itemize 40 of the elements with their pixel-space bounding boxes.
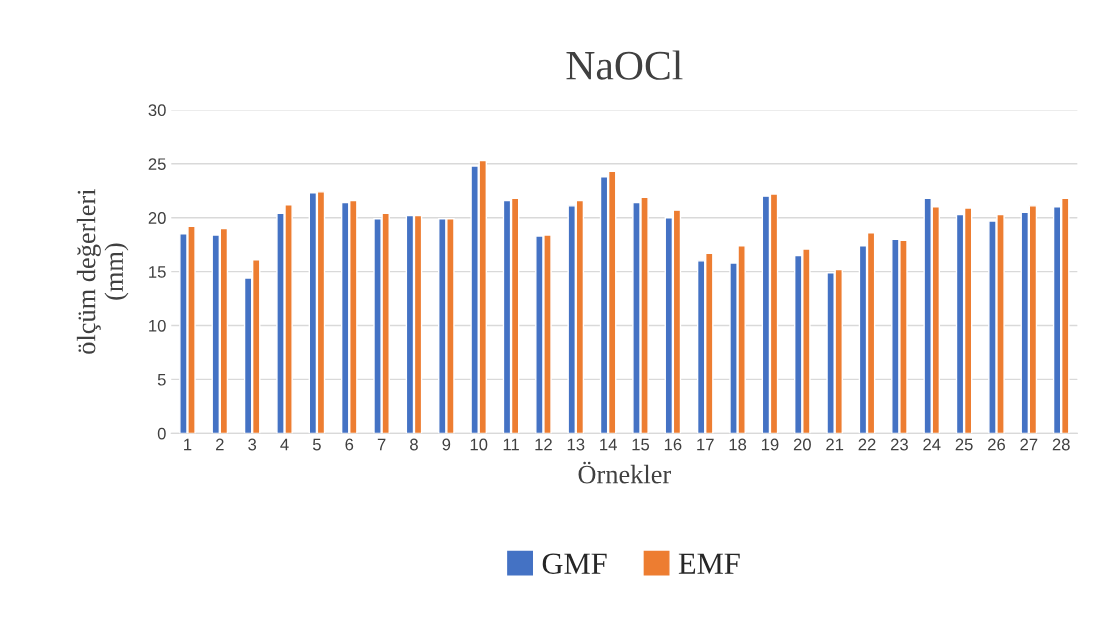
y-tick-label: 5 [157, 373, 166, 386]
x-tick-label: 5 [312, 438, 321, 451]
y-axis-title: ölçüm değerleri (mm) [76, 188, 129, 354]
x-tick-label: 24 [923, 438, 941, 451]
x-tick-label: 20 [793, 438, 811, 451]
y-tick-label: 0 [157, 427, 166, 440]
y-tick-label: 30 [148, 104, 166, 117]
x-axis-title: Örnekler [578, 461, 671, 484]
x-tick-label: 19 [761, 438, 779, 451]
x-tick-label: 16 [664, 438, 682, 451]
x-tick-label: 2 [216, 438, 224, 451]
legend-label: GMF [542, 553, 607, 574]
x-tick-label: 1 [184, 438, 192, 451]
x-tick-label: 25 [955, 438, 973, 451]
y-tick-label: 25 [148, 158, 166, 171]
x-tick-label: 15 [632, 438, 650, 451]
x-tick-label: 23 [890, 438, 908, 451]
x-tick-label: 14 [600, 438, 617, 451]
y-tick-label: 10 [149, 319, 166, 332]
x-tick-label: 28 [1052, 438, 1070, 451]
x-tick-label: 8 [410, 438, 418, 451]
chart-title: NaOCl [566, 50, 683, 80]
x-tick-label: 6 [345, 438, 354, 451]
x-tick-label: 12 [535, 438, 552, 451]
x-tick-label: 10 [470, 438, 488, 451]
x-tick-label: 27 [1020, 438, 1038, 451]
y-tick-label: 20 [148, 212, 166, 224]
legend-label: EMF [678, 553, 740, 574]
x-tick-label: 13 [567, 438, 585, 451]
x-tick-label: 22 [858, 438, 876, 451]
x-tick-label: 11 [503, 438, 519, 451]
x-tick-label: 4 [280, 438, 289, 451]
y-tick-label: 15 [149, 266, 166, 278]
x-tick-label: 3 [248, 438, 257, 451]
x-tick-label: 9 [442, 438, 451, 451]
x-tick-label: 7 [377, 438, 386, 451]
x-tick-label: 21 [826, 438, 844, 451]
x-tick-label: 17 [697, 438, 714, 451]
x-tick-label: 26 [988, 438, 1006, 451]
x-tick-label: 18 [729, 438, 747, 451]
